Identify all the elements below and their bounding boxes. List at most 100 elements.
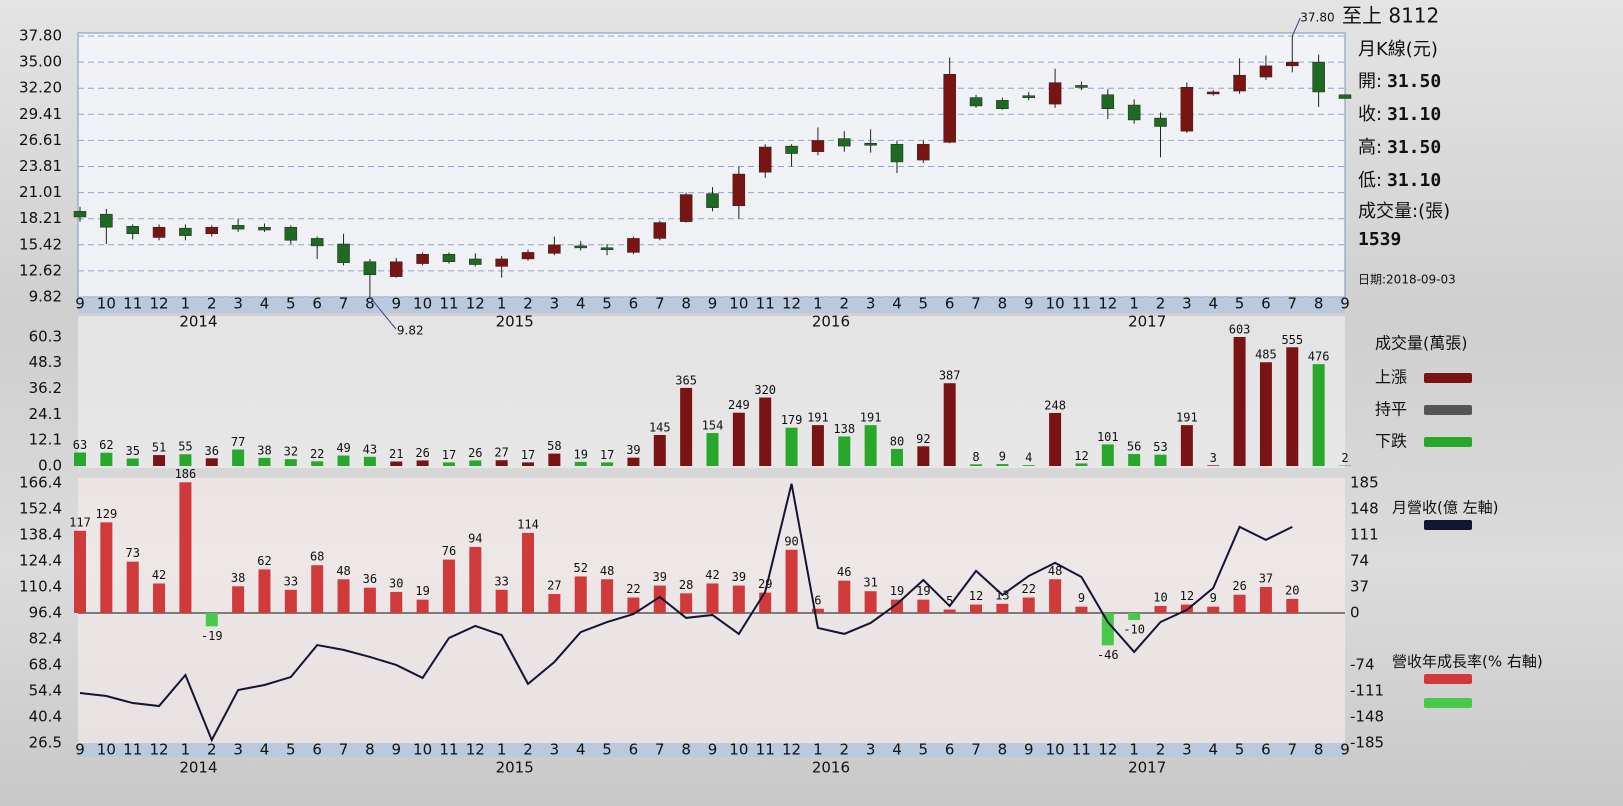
growth-bar (759, 592, 772, 613)
volume-label: 154 (702, 419, 724, 433)
y-tick-label: 124.4 (19, 552, 62, 570)
growth-label: 48 (336, 564, 350, 578)
volume-bar (522, 462, 535, 466)
volume-legend-title: 成交量(萬張) (1375, 334, 1468, 353)
y2-tick-label: 111 (1350, 526, 1379, 544)
candle-body (548, 244, 561, 254)
candle-body (179, 227, 192, 236)
year-label: 2014 (179, 313, 217, 331)
y2-tick-label: -185 (1350, 734, 1384, 752)
growth-label: 62 (257, 554, 271, 568)
x-tick-label: 2 (523, 741, 533, 759)
y-tick-label: 110.4 (19, 578, 62, 596)
growth-label: 19 (890, 584, 904, 598)
candle-body (73, 211, 87, 218)
candle-body (785, 145, 798, 154)
x-tick-label: 2 (207, 295, 217, 313)
growth-bar (258, 569, 271, 613)
y-tick-label: 18.21 (19, 209, 62, 227)
x-tick-label: 5 (286, 741, 296, 759)
legend-swatch (1424, 674, 1472, 684)
x-tick-label: 3 (550, 741, 560, 759)
volume-bar (1259, 362, 1272, 466)
volume-bar (996, 464, 1009, 466)
growth-bar (917, 599, 930, 613)
x-tick-label: 9 (708, 741, 718, 759)
growth-bar (1022, 597, 1035, 613)
legend-label: 持平 (1375, 400, 1407, 419)
y-tick-label: 21.01 (19, 183, 62, 201)
growth-bar (864, 591, 877, 613)
growth-bar (1233, 594, 1246, 613)
volume-label: 9 (999, 450, 1006, 464)
x-tick-label: 6 (312, 295, 322, 313)
volume-bar (100, 452, 113, 466)
candle-body (679, 194, 693, 222)
growth-bar (1075, 606, 1088, 613)
growth-label: -19 (201, 629, 223, 643)
candle-body (1101, 94, 1115, 110)
volume-label: 179 (781, 413, 803, 427)
high-label: 37.80 (1300, 11, 1334, 25)
y-tick-label: 37.80 (19, 27, 62, 45)
x-tick-label: 4 (260, 295, 270, 313)
x-tick-label: 7 (971, 295, 981, 313)
x-tick-label: 11 (123, 295, 142, 313)
x-tick-label: 9 (75, 295, 85, 313)
growth-label: 12 (1180, 589, 1194, 603)
growth-label: 94 (468, 531, 482, 545)
y-tick-label: 166.4 (19, 474, 62, 492)
growth-label: 46 (837, 565, 851, 579)
volume-label: 485 (1255, 348, 1277, 362)
candle-body (1312, 61, 1325, 93)
candle-body (943, 73, 956, 143)
growth-label: 33 (284, 574, 298, 588)
x-tick-label: 8 (1314, 741, 1324, 759)
candle-body (258, 226, 271, 231)
y-tick-label: 82.4 (29, 630, 62, 648)
x-tick-label: 8 (365, 741, 375, 759)
candle-body (1338, 94, 1352, 99)
volume-bar (284, 459, 297, 466)
x-tick-label: 9 (391, 295, 401, 313)
x-tick-label: 8 (365, 295, 375, 313)
candle-body (1127, 104, 1141, 121)
growth-bar (1128, 613, 1141, 621)
date: 日期:2018-09-03 (1358, 273, 1456, 287)
growth-bar (653, 585, 666, 613)
growth-label: 19 (916, 584, 930, 598)
volume-bar (706, 433, 719, 466)
growth-label: 117 (69, 515, 91, 529)
x-tick-label: 5 (919, 295, 929, 313)
volume-label: 77 (231, 435, 245, 449)
x-tick-label: 9 (708, 295, 718, 313)
legend-label: 上漲 (1375, 368, 1407, 387)
growth-label: 39 (653, 570, 667, 584)
growth-label: 10 (1153, 590, 1167, 604)
x-tick-label: 3 (866, 741, 876, 759)
volume-bar (970, 464, 983, 466)
growth-label: 5 (946, 594, 953, 608)
x-tick-label: 10 (1046, 741, 1065, 759)
x-tick-label: 3 (866, 295, 876, 313)
volume-bar (1101, 444, 1114, 466)
x-tick-label: 2 (207, 741, 217, 759)
x-tick-label: 2 (1156, 295, 1166, 313)
x-tick-label: 4 (576, 295, 586, 313)
volume-label: 476 (1308, 350, 1330, 364)
growth-label: 9 (1078, 591, 1085, 605)
y-tick-label: 24.1 (29, 405, 62, 423)
candle-body (758, 146, 772, 173)
growth-label: 36 (363, 572, 377, 586)
annotation-line (369, 296, 397, 330)
growth-label: 52 (573, 561, 587, 575)
x-tick-label: 9 (75, 741, 85, 759)
volume-bar (680, 387, 693, 466)
growth-bar (416, 599, 429, 613)
volume-bar (943, 383, 956, 466)
year-label: 2015 (496, 313, 534, 331)
volume-bar (232, 449, 245, 466)
x-tick-label: 10 (729, 295, 748, 313)
volume-label: 26 (468, 446, 482, 460)
